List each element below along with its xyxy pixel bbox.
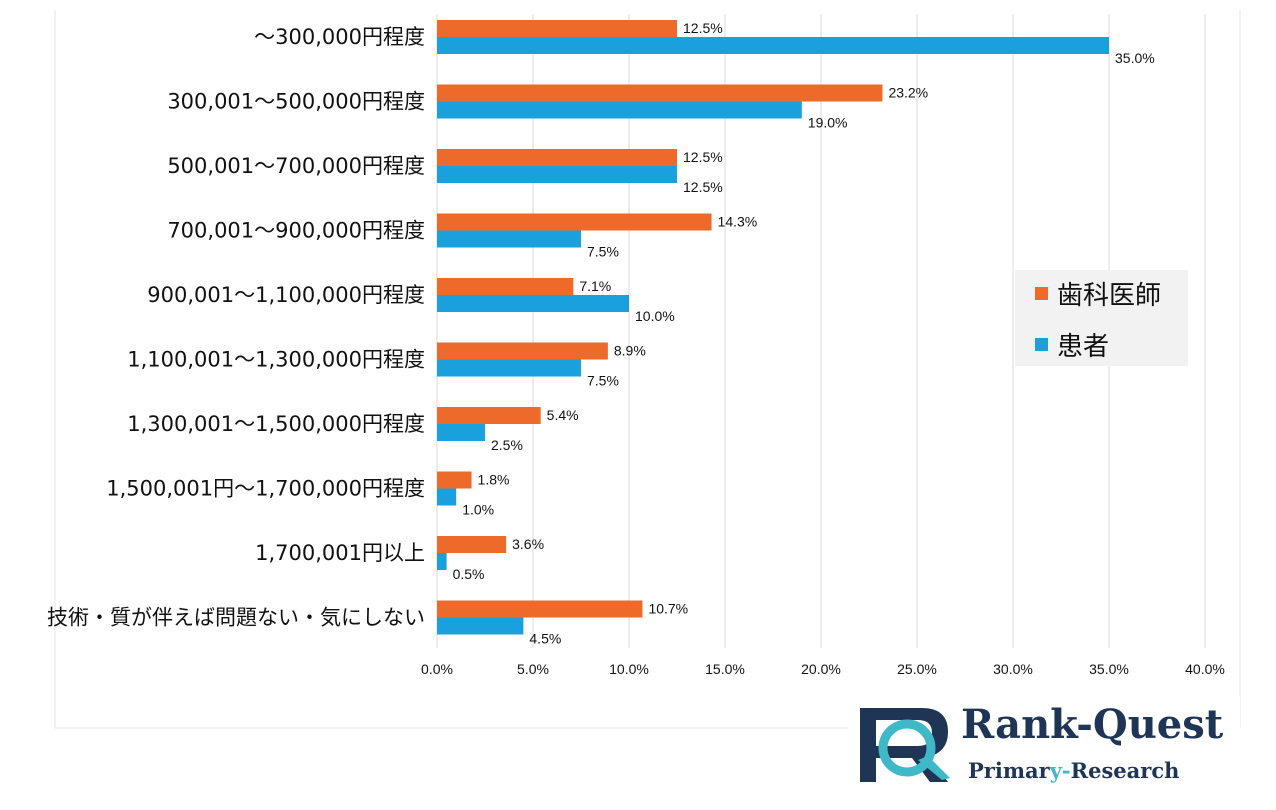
x-tick-label: 5.0% — [517, 661, 549, 677]
data-label-patient: 4.5% — [529, 631, 561, 647]
logo-subtitle-part3: Research — [1071, 758, 1180, 783]
category-labels: ～300,000円程度 300,001～500,000円程度 500,001～700… — [47, 25, 425, 630]
logo-subtitle-part2: y- — [1049, 758, 1071, 783]
legend-swatch-dentist — [1035, 287, 1048, 300]
bar-patient — [437, 359, 581, 377]
data-label-patient: 7.5% — [587, 244, 619, 260]
bar-dentist — [437, 536, 507, 553]
bar-dentist — [437, 600, 643, 618]
data-label-patient: 10.0% — [635, 308, 675, 324]
bar-patient — [437, 295, 629, 312]
data-label-dentist: 8.9% — [614, 343, 646, 359]
bars — [437, 20, 1109, 635]
x-tick-label: 25.0% — [897, 661, 937, 677]
bar-patient — [437, 230, 581, 248]
bar-dentist — [437, 471, 472, 489]
data-label-patient: 1.0% — [462, 502, 494, 518]
data-label-dentist: 7.1% — [579, 278, 611, 294]
x-tick-label: 15.0% — [705, 661, 745, 677]
x-axis-ticks: 0.0% 5.0% 10.0% 15.0% 20.0% 25.0% 30.0% 35.0% 40… — [421, 661, 1225, 677]
data-labels: 12.5% 35.0% 23.2% 19.0% 12.5% 12.5% 14.3% 7.5% 7… — [453, 20, 1155, 647]
x-tick-label: 35.0% — [1089, 661, 1129, 677]
bar-patient — [437, 101, 802, 119]
data-label-patient: 7.5% — [587, 373, 619, 389]
data-label-patient: 35.0% — [1115, 50, 1155, 66]
category-label: 900,001～1,100,000円程度 — [147, 283, 425, 307]
legend-label-dentist: 歯科医師 — [1057, 281, 1161, 311]
data-label-patient: 2.5% — [491, 437, 523, 453]
bar-dentist — [437, 342, 608, 360]
x-tick-label: 0.0% — [421, 661, 453, 677]
data-label-dentist: 1.8% — [478, 472, 510, 488]
category-label: 500,001～700,000円程度 — [167, 154, 425, 178]
bar-patient — [437, 617, 524, 635]
category-label: 1,100,001～1,300,000円程度 — [127, 348, 425, 372]
data-label-patient: 19.0% — [808, 115, 848, 131]
bar-dentist — [437, 20, 677, 37]
category-label: 1,500,001円～1,700,000円程度 — [106, 477, 425, 501]
bar-dentist — [437, 407, 541, 424]
x-tick-label: 40.0% — [1185, 661, 1225, 677]
logo-subtitle: Primary-Research — [968, 758, 1179, 783]
data-label-dentist: 12.5% — [683, 149, 723, 165]
category-label: 1,700,001円以上 — [255, 541, 425, 565]
logo-subtitle-part1: Primar — [968, 758, 1051, 783]
bar-patient — [437, 37, 1109, 54]
bar-dentist — [437, 278, 574, 295]
data-label-dentist: 3.6% — [512, 536, 544, 552]
bar-patient — [437, 553, 447, 570]
category-label: ～300,000円程度 — [254, 25, 425, 49]
gridlines — [436, 14, 1206, 648]
bar-dentist — [437, 213, 712, 231]
data-label-dentist: 5.4% — [547, 407, 579, 423]
bar-patient — [437, 166, 677, 183]
x-tick-label: 30.0% — [993, 661, 1033, 677]
bar-patient — [437, 488, 457, 506]
category-label: 300,001～500,000円程度 — [167, 90, 425, 114]
rank-quest-logo: Rank-Quest Primary-Research — [848, 696, 1240, 808]
data-label-dentist: 12.5% — [683, 20, 723, 36]
legend-label-patient: 患者 — [1057, 332, 1109, 362]
category-label: 700,001～900,000円程度 — [167, 219, 425, 243]
logo-mark-icon — [860, 708, 950, 782]
data-label-patient: 0.5% — [453, 566, 485, 582]
data-label-dentist: 14.3% — [718, 214, 758, 230]
bar-patient — [437, 424, 485, 441]
category-label: 1,300,001～1,500,000円程度 — [127, 412, 425, 436]
bar-dentist — [437, 149, 677, 166]
legend: 歯科医師 患者 — [1015, 270, 1188, 366]
data-label-dentist: 23.2% — [888, 85, 928, 101]
logo-title: Rank-Quest — [961, 701, 1224, 748]
bar-dentist — [437, 84, 883, 102]
data-label-patient: 12.5% — [683, 179, 723, 195]
data-label-dentist: 10.7% — [648, 601, 688, 617]
legend-swatch-patient — [1035, 338, 1048, 351]
x-tick-label: 20.0% — [801, 661, 841, 677]
category-label: 技術・質が伴えば問題ない・気にしない — [47, 606, 425, 630]
x-tick-label: 10.0% — [609, 661, 649, 677]
